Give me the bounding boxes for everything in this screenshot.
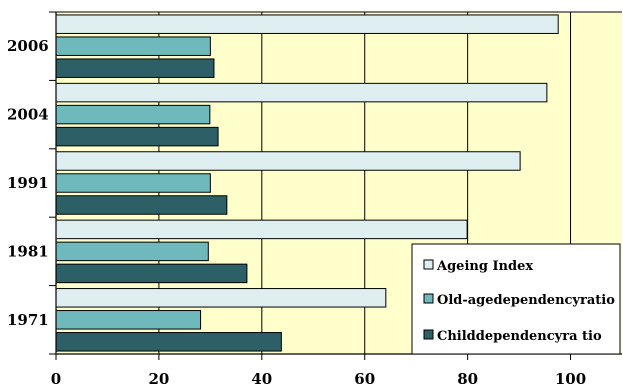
x-tick-label-20: 20: [148, 370, 169, 388]
x-tick-label-100: 100: [555, 370, 586, 388]
bar-2006-series-2: [55, 36, 211, 56]
y-tick-label-1981: 1981: [7, 242, 49, 260]
y-tick-label-2004: 2004: [7, 106, 49, 124]
legend-label-2: Old-agedependencyratio: [437, 293, 615, 308]
y-tick-labels: 2006 2004 1991 1981 1971: [7, 37, 49, 329]
bar-1981-series-1: [55, 219, 468, 240]
bar-1991-series-3: [55, 195, 228, 215]
x-tick-label-60: 60: [354, 370, 375, 388]
y-tick-label-1991: 1991: [7, 174, 49, 192]
legend-swatch-2: [423, 293, 434, 304]
x-tick-label-40: 40: [251, 370, 272, 388]
bar-2006-series-3: [55, 58, 215, 78]
legend-box: [411, 243, 621, 355]
bar-1981-series-3: [55, 263, 248, 284]
y-tick-label-1971: 1971: [7, 311, 49, 329]
y-tick-label-2006: 2006: [7, 37, 49, 55]
legend-swatch-1: [423, 259, 434, 270]
bars: [55, 14, 559, 352]
bar-1971-series-3: [55, 332, 282, 352]
bar-2004-series-3: [55, 126, 219, 147]
legend-label-3: Childdependencyra tio: [437, 329, 602, 344]
x-tick-label-80: 80: [457, 370, 478, 388]
bar-1971-series-1: [55, 288, 387, 308]
x-tick-label-0: 0: [51, 370, 61, 388]
bar-2006-series-1: [55, 14, 559, 34]
bar-1991-series-2: [55, 173, 211, 193]
bar-1981-series-2: [55, 241, 209, 262]
legend-label-1: Ageing Index: [436, 259, 533, 274]
legend: Ageing Index Old-agedependencyratio Childd…: [411, 243, 621, 355]
bar-2004-series-2: [55, 104, 211, 125]
bar-1991-series-1: [55, 151, 521, 171]
bar-2004-series-1: [55, 82, 548, 103]
legend-swatch-3: [423, 329, 434, 340]
x-tick-labels: 0 20 40 60 80 100: [51, 370, 586, 388]
bar-1971-series-2: [55, 310, 202, 330]
